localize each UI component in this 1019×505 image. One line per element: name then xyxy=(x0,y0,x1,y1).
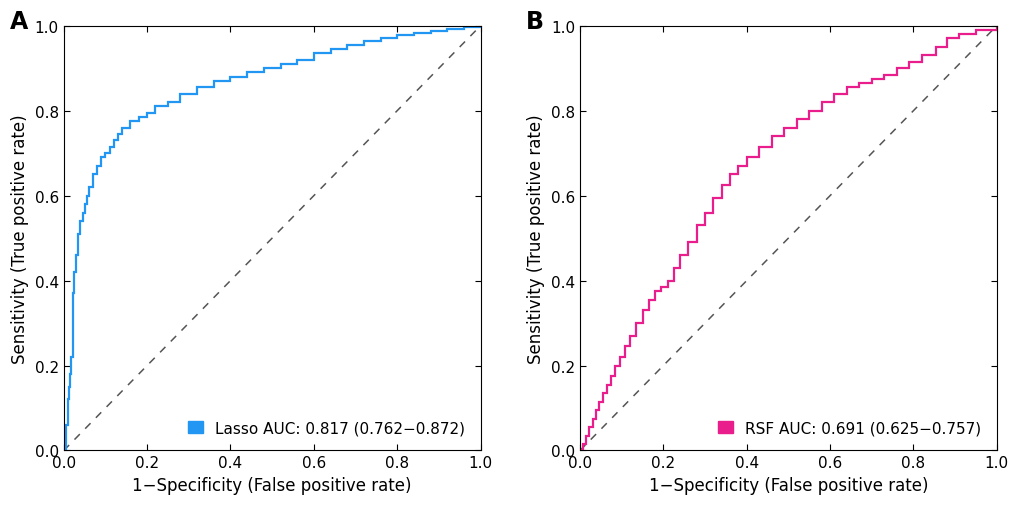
Legend: Lasso AUC: 0.817 (0.762−0.872): Lasso AUC: 0.817 (0.762−0.872) xyxy=(180,413,473,443)
X-axis label: 1−Specificity (False positive rate): 1−Specificity (False positive rate) xyxy=(132,476,412,494)
Text: B: B xyxy=(526,10,543,34)
Y-axis label: Sensitivity (True positive rate): Sensitivity (True positive rate) xyxy=(527,114,545,363)
Legend: RSF AUC: 0.691 (0.625−0.757): RSF AUC: 0.691 (0.625−0.757) xyxy=(709,413,988,443)
Y-axis label: Sensitivity (True positive rate): Sensitivity (True positive rate) xyxy=(11,114,30,363)
Text: A: A xyxy=(9,10,28,34)
X-axis label: 1−Specificity (False positive rate): 1−Specificity (False positive rate) xyxy=(648,476,927,494)
